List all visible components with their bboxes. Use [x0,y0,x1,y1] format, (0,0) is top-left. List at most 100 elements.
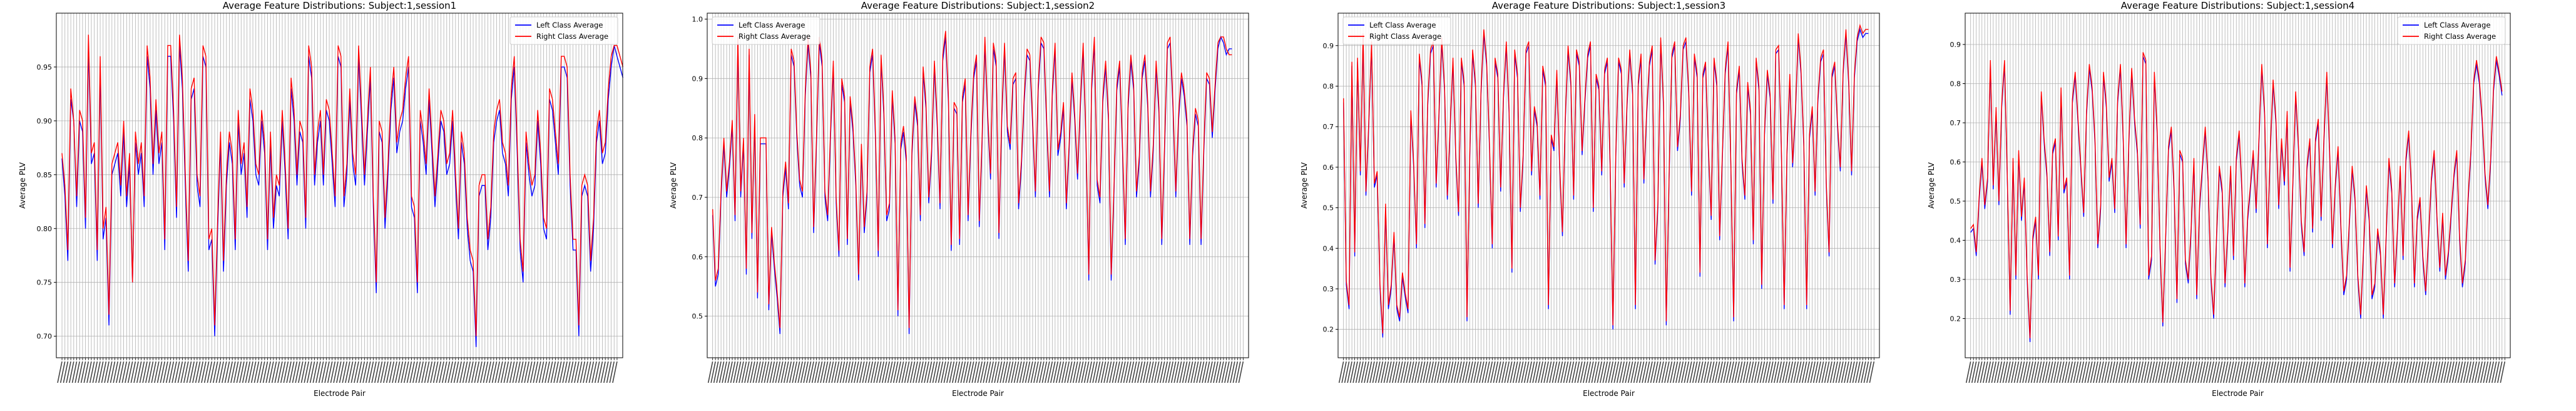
x-tick-label-glyph [2500,361,2506,383]
x-tick-label-glyph [1143,361,1148,383]
x-tick-label-glyph [2356,361,2361,383]
x-tick-label-glyph [2466,361,2471,383]
plot-frame [1337,13,1880,358]
x-tick-label-glyph [966,361,972,383]
vertical-grid [712,13,1244,358]
x-tick-label-glyph [1112,361,1118,383]
x-tick-label-glyph [230,361,236,383]
x-tick-label-glyph [1988,361,1994,383]
x-tick-label-glyph [1098,361,1103,383]
x-tick-label-glyph [1064,361,1070,383]
x-tick-label-glyph [1858,361,1864,383]
x-tick-label-glyph [101,361,107,383]
x-tick-label-glyph [2282,361,2288,383]
x-tick-label-glyph [985,361,991,383]
x-tick-label-glyph [1697,361,1704,383]
x-tick-label-glyph [2412,361,2418,383]
x-tick-label-glyph [1801,361,1807,383]
x-tick-label-glyph [769,361,775,383]
x-tick-label-glyph [1173,361,1179,383]
x-tick-label-glyph [207,361,213,383]
x-tick-label-glyph [2398,361,2404,383]
x-tick-label-glyph [1659,361,1664,383]
y-tick-label: 0.70 [37,333,53,341]
x-tick-label-glyph [2033,361,2039,383]
x-tick-label-glyph [145,361,151,383]
x-tick-label-glyph [1095,361,1101,383]
x-tick-label-glyph [1148,361,1154,383]
x-tick-label-glyph [2211,361,2217,383]
x-tick-label-glyph [421,361,427,383]
x-tick-label-glyph [227,361,233,383]
x-tick-label-glyph [154,361,160,383]
chart-title: Average Feature Distributions: Subject:1… [223,0,456,11]
x-tick-label-glyph [89,361,95,383]
x-tick-label-glyph [2180,361,2186,383]
x-tick-label-glyph [2067,361,2073,383]
x-tick-label-glyph [2056,361,2062,383]
x-tick-label-glyph [1678,361,1684,383]
x-tick-label-glyph [2058,361,2065,383]
x-tick-label-glyph [999,361,1005,383]
chart-panel-2: 0.5 0.6 0.7 0.8 0.9 1.0 Average Feature Distri… [669,0,1249,398]
x-tick-label-glyph [1829,361,1836,383]
x-tick-label-glyph [1551,361,1558,383]
x-tick-label-glyph [943,361,949,383]
x-tick-label-glyph [295,361,300,383]
x-tick-label-glyph [1072,361,1078,383]
x-tick-label-glyph [1400,361,1406,383]
legend-entry: Left Class Average [1369,21,1436,29]
x-tick-label-glyph [409,361,415,383]
x-tick-label-glyph [1793,361,1799,383]
x-tick-label-glyph [1723,361,1729,383]
x-tick-label-glyph [926,361,933,383]
x-tick-label-glyph [142,361,148,383]
x-tick-label-glyph [1844,361,1849,383]
x-tick-label-glyph [362,361,368,383]
x-tick-label-glyph [949,361,955,383]
x-tick-label-glyph [842,361,848,383]
x-tick-label-glyph [1684,361,1690,383]
x-tick-label-glyph [1687,361,1692,383]
x-tick-label-glyph [2432,361,2438,383]
x-tick-label-glyph [1664,361,1670,383]
x-tick-label-glyph [1619,361,1625,383]
x-tick-label-glyph [1776,361,1782,383]
x-tick-label-glyph [1019,361,1025,383]
x-tick-label-glyph [1056,361,1061,383]
x-tick-label-glyph [2438,361,2443,383]
x-tick-label-glyph [2449,361,2455,383]
x-tick-label-glyph [113,361,118,383]
x-tick-label-glyph [494,361,501,383]
x-tick-label-glyph [1103,361,1109,383]
chart-panel-4: 0.2 0.3 0.4 0.5 0.6 0.7 0.8 0.9 Average Feature … [1927,0,2511,398]
x-tick-label-glyph [547,361,553,383]
x-tick-label-glyph [1479,361,1485,383]
x-tick-label-glyph [71,361,78,383]
x-tick-label-glyph [1185,361,1190,383]
x-tick-label-glyph [1075,361,1081,383]
x-tick-label-glyph [368,361,374,383]
x-tick-label-glyph [1821,361,1827,383]
x-tick-label-glyph [1852,361,1858,383]
x-tick-label-glyph [805,361,812,383]
x-tick-label-glyph [1498,361,1505,383]
x-tick-label-glyph [345,361,350,383]
y-tick-label: 0.8 [1323,82,1334,90]
x-tick-label-glyph [1016,361,1022,383]
x-tick-label-glyph [1419,361,1426,383]
x-tick-label-glyph [2321,361,2328,383]
x-tick-label-glyph [556,361,562,383]
x-tick-label-glyph [1748,361,1754,383]
x-tick-label-glyph [887,361,893,383]
x-tick-label-glyph [1224,361,1230,383]
x-tick-label-glyph [1089,361,1095,383]
x-tick-label-glyph [1807,361,1813,383]
x-tick-label-glyph [1392,361,1398,383]
x-tick-label-glyph [392,361,397,383]
x-tick-label-glyph [403,361,409,383]
x-tick-label-glyph [74,361,80,383]
x-tick-label-glyph [57,361,63,383]
x-tick-label-glyph [839,361,846,383]
x-tick-label-glyph [92,361,98,383]
